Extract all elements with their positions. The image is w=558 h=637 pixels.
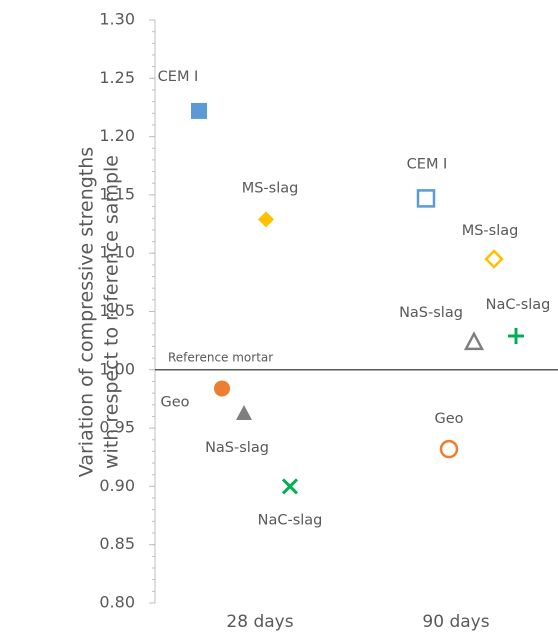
y-tick-label: 0.80 [99,593,135,612]
y-tick-label: 1.10 [99,243,135,262]
point-label: CEM I [407,156,448,172]
point-label: NaS-slag [205,440,269,456]
y-tick-label: 1.15 [99,184,135,203]
x-tick-label: 28 days [226,612,293,632]
point-label: NaC-slag [258,512,323,528]
marker [484,249,504,269]
marker [416,189,436,208]
y-tick-label: 1.20 [99,126,135,145]
y-tick-label: 1.30 [99,10,135,29]
point-label: Geo [434,411,463,427]
marker [281,478,299,495]
marker [191,102,207,119]
marker [214,380,230,397]
y-tick-label: 1.25 [99,68,135,87]
y-axis-title: Variation of compressive strengths [76,147,98,477]
y-tick-label: 0.85 [99,534,135,553]
point-label: CEM I [158,69,199,85]
point-label: MS-slag [242,180,299,196]
point-label: NaC-slag [486,297,551,313]
y-axis-title: with respect to reference sample [101,155,123,469]
marker [439,439,459,459]
marker [236,404,252,420]
y-tick-label: 0.95 [99,418,135,437]
point-label: MS-slag [462,223,519,239]
marker [258,211,274,228]
marker [463,331,485,351]
y-tick-label: 0.90 [99,476,135,495]
point-label: NaS-slag [399,305,463,321]
point-label: Geo [160,394,189,410]
reference-label: Reference mortar [168,350,273,364]
marker [508,327,524,344]
y-tick-label: 1.00 [99,359,135,378]
x-tick-label: 90 days [422,612,489,632]
y-tick-label: 1.05 [99,301,135,320]
